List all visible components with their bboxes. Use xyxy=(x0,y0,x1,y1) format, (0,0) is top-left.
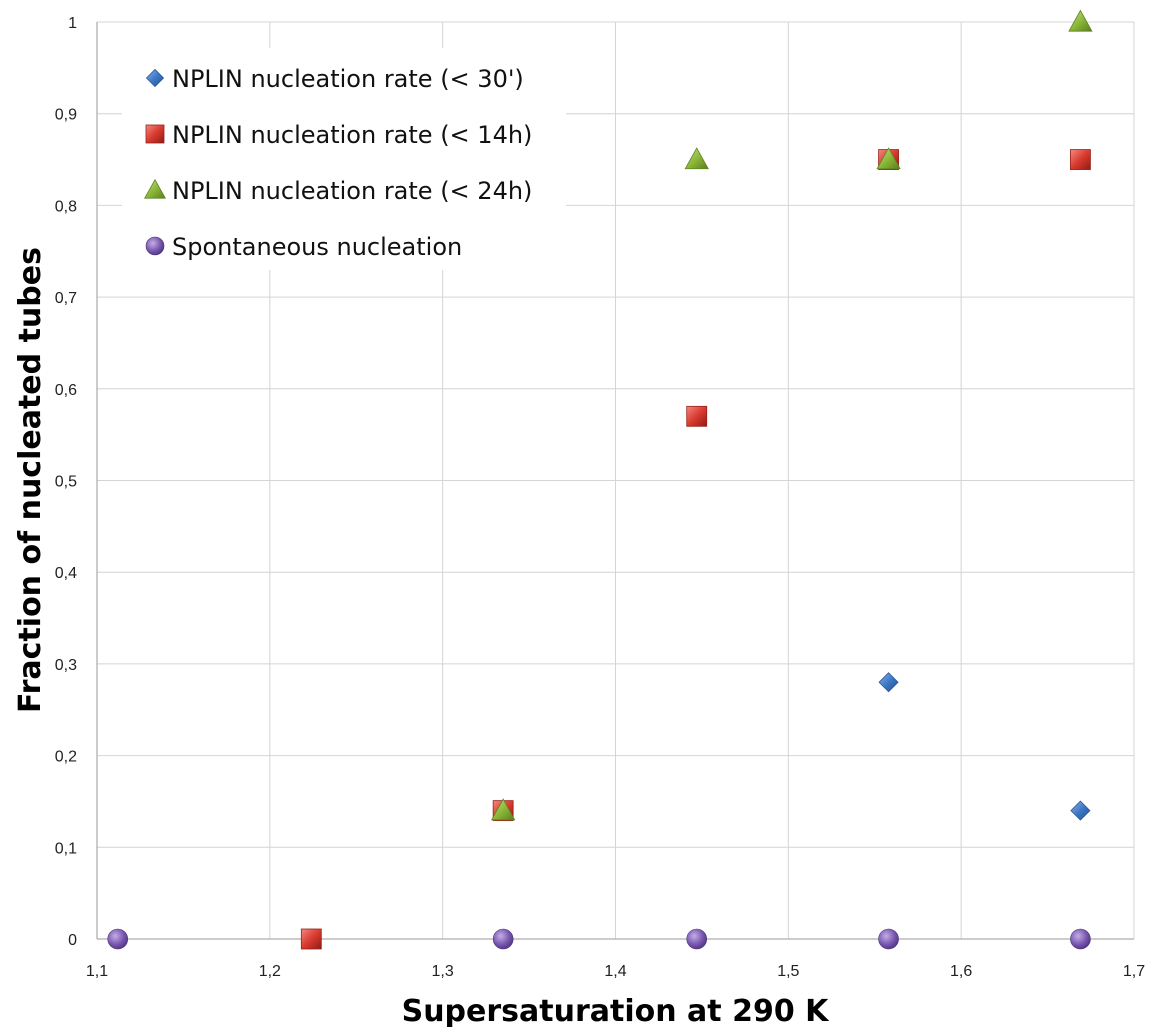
x-tick-label: 1,6 xyxy=(950,963,972,980)
data-point-circle xyxy=(686,928,708,950)
x-tick-label: 1,5 xyxy=(777,963,799,980)
data-point-triangle xyxy=(876,147,901,170)
legend: NPLIN nucleation rate (< 30') NPLIN nucle… xyxy=(122,48,566,270)
data-point-square xyxy=(686,405,708,427)
data-points xyxy=(107,9,1093,950)
data-point-circle xyxy=(492,928,514,950)
y-tick-label: 0,2 xyxy=(55,749,77,766)
y-tick-label: 0,3 xyxy=(55,657,77,674)
y-tick-label: 0,1 xyxy=(55,840,77,857)
data-point-diamond xyxy=(1070,800,1091,821)
axes xyxy=(96,22,1134,940)
legend-label: NPLIN nucleation rate (< 24h) xyxy=(172,177,532,205)
x-tick-labels: 1,1 1,2 1,3 1,4 1,5 1,6 1,7 xyxy=(86,963,1145,980)
y-tick-label: 0,8 xyxy=(55,198,77,215)
x-axis-title: Supersaturation at 290 K xyxy=(402,994,831,1027)
legend-label: NPLIN nucleation rate (< 14h) xyxy=(172,121,532,149)
data-point-triangle xyxy=(684,147,709,170)
data-point-square xyxy=(300,928,322,950)
x-tick-label: 1,1 xyxy=(86,963,108,980)
data-point-square xyxy=(1070,149,1091,170)
y-tick-labels: 0 0,1 0,2 0,3 0,4 0,5 0,6 0,7 0,8 0,9 1 xyxy=(55,15,77,949)
data-point-circle xyxy=(878,928,899,950)
x-tick-label: 1,4 xyxy=(604,963,626,980)
y-tick-label: 0 xyxy=(68,932,77,949)
legend-label: NPLIN nucleation rate (< 30') xyxy=(172,65,524,93)
data-point-circle xyxy=(1070,928,1091,950)
grid-lines xyxy=(97,21,1135,939)
y-axis-title: Fraction of nucleated tubes xyxy=(13,247,48,713)
data-point-circle xyxy=(107,928,129,950)
y-tick-label: 0,5 xyxy=(55,474,77,491)
data-point-triangle xyxy=(1068,9,1093,32)
x-tick-label: 1,7 xyxy=(1123,963,1145,980)
legend-marker-diamond xyxy=(145,68,165,88)
x-tick-label: 1,2 xyxy=(259,963,281,980)
legend-box xyxy=(122,48,566,270)
y-tick-label: 0,7 xyxy=(55,290,77,307)
y-tick-label: 0,4 xyxy=(55,565,77,582)
y-tick-label: 1 xyxy=(68,15,77,32)
legend-marker-circle xyxy=(145,236,165,256)
data-point-diamond xyxy=(878,672,899,693)
data-point-triangle xyxy=(490,798,516,821)
legend-label: Spontaneous nucleation xyxy=(172,233,462,261)
y-tick-label: 0,6 xyxy=(55,382,77,399)
y-tick-label: 0,9 xyxy=(55,107,77,124)
x-tick-label: 1,3 xyxy=(432,963,454,980)
legend-marker-triangle xyxy=(143,178,167,199)
legend-marker-square xyxy=(145,124,165,144)
